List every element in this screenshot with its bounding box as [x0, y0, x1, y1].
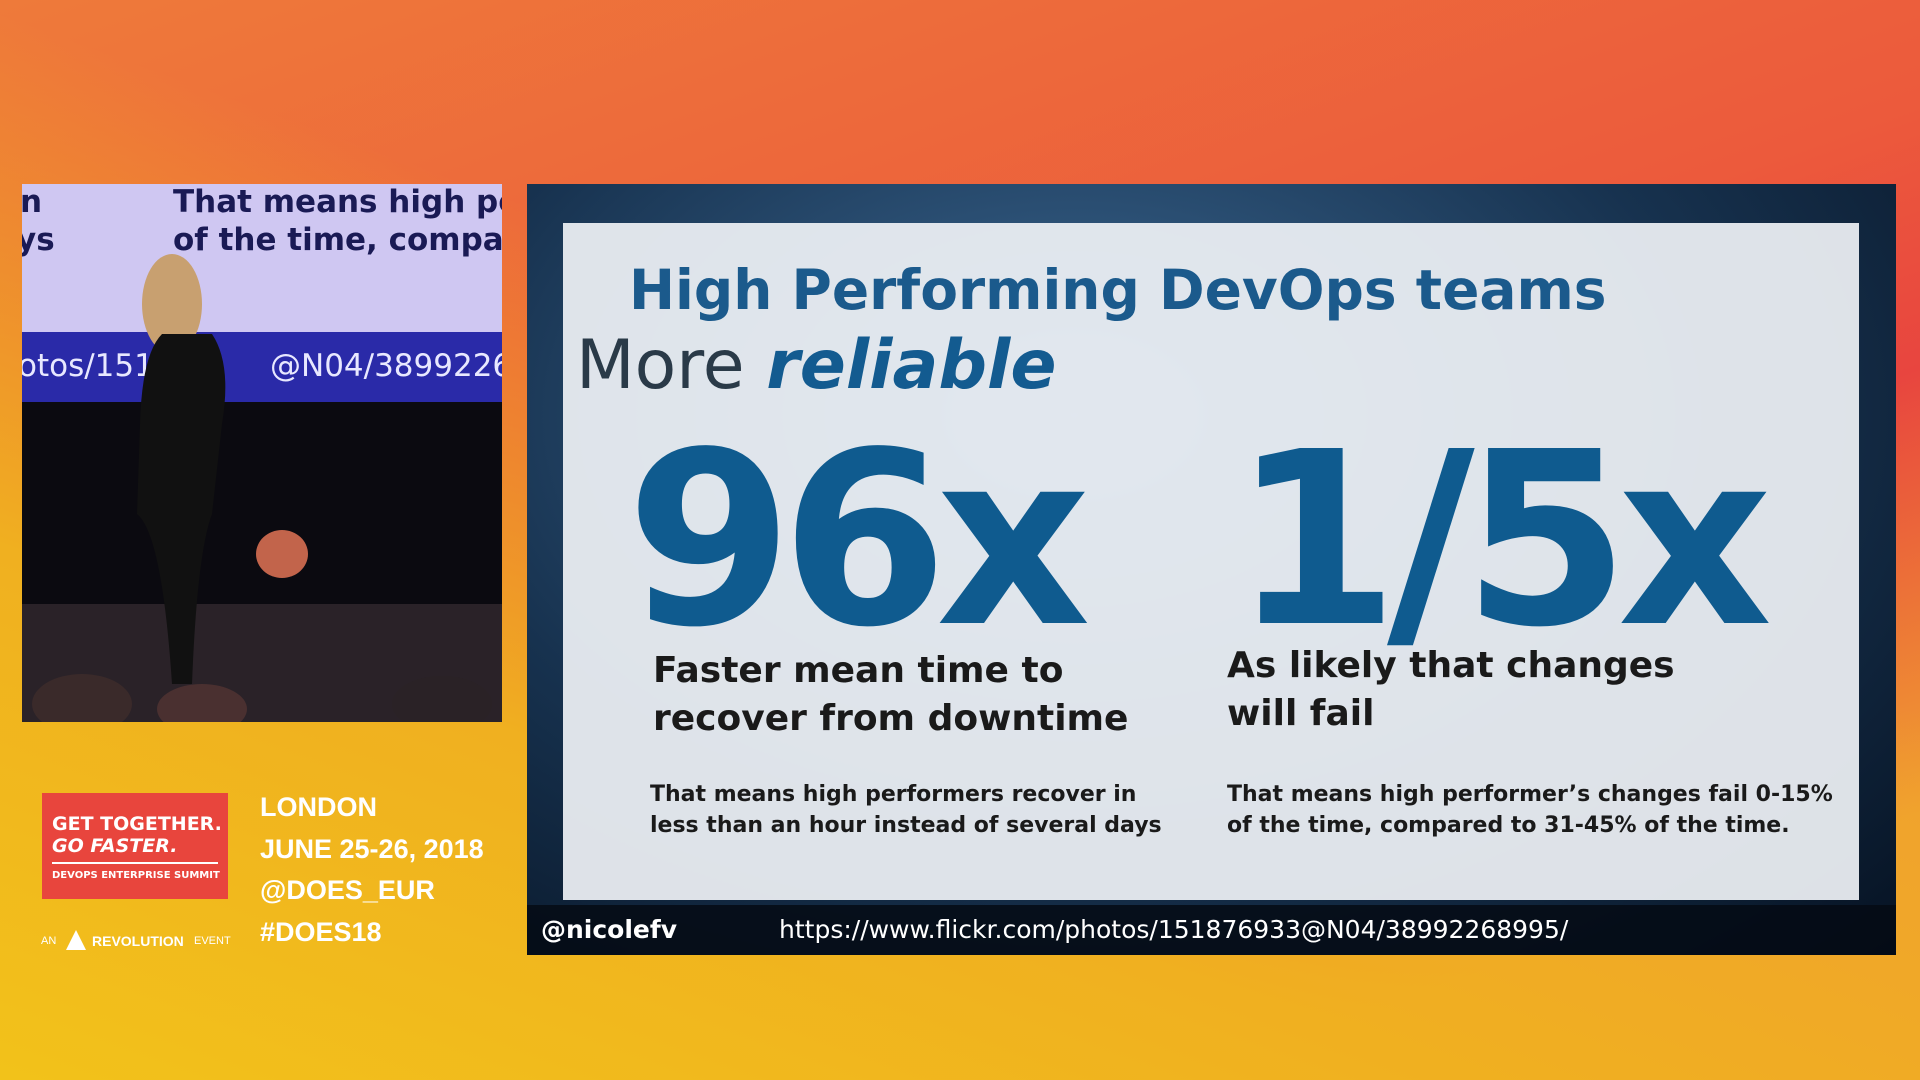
stat-detail: less than an hour instead of several day… — [650, 813, 1162, 838]
logo-text: DEVOPS ENTERPRISE SUMMIT — [52, 870, 220, 881]
stat-detail: of the time, compared to 31-45% of the t… — [1227, 813, 1790, 838]
slide-footer — [527, 905, 1896, 955]
video-text: ys — [22, 222, 55, 258]
logo-text: GO FASTER. — [52, 835, 178, 857]
logo-text: GET TOGETHER. — [52, 813, 222, 835]
slide-subtitle: More reliable — [576, 326, 1056, 405]
stat-detail: That means high performers recover in — [650, 782, 1137, 807]
subtitle-prefix: More — [576, 326, 745, 405]
sponsor-suffix: EVENT — [194, 935, 231, 947]
stat-heading: recover from downtime — [653, 698, 1129, 739]
video-text: n — [22, 184, 43, 220]
video-text: of the time, compare — [173, 222, 502, 258]
stage-scene — [22, 254, 502, 722]
event-detail: LONDON — [260, 792, 377, 822]
sponsor-icon — [66, 930, 86, 950]
stat-heading: Faster mean time to — [653, 650, 1064, 691]
stat-detail: That means high performer’s changes fail… — [1227, 782, 1833, 807]
handle: @nicolefv — [541, 915, 678, 944]
logo-rule — [52, 862, 218, 864]
subtitle-emphasis: reliable — [766, 326, 1057, 405]
sponsor: REVOLUTION — [92, 933, 184, 949]
event-logo: GET TOGETHER. GO FASTER. DEVOPS ENTERPRI… — [42, 793, 228, 899]
stat-figure: 1/5x — [1232, 400, 1772, 680]
event-detail: @DOES_EUR — [260, 875, 435, 905]
video-text: @N04/3899226 — [270, 348, 502, 384]
video-screen — [22, 184, 502, 332]
stat-heading: will fail — [1227, 693, 1375, 734]
sponsor-prefix: AN — [41, 935, 57, 947]
speaker-video: n ys That means high perf of the time, c… — [22, 184, 502, 722]
source-url: https://www.flickr.com/photos/151876933@… — [779, 915, 1569, 944]
event-detail: JUNE 25-26, 2018 — [260, 834, 484, 864]
event-detail: #DOES18 — [260, 917, 382, 947]
video-text: otos/151 — [22, 348, 154, 384]
stat-figure: 96x — [626, 400, 1091, 680]
slide-title: High Performing DevOps teams — [629, 258, 1607, 322]
video-text: That means high perf — [173, 184, 502, 220]
slide-panel — [563, 223, 1859, 900]
video-screen-strip — [22, 332, 502, 402]
stat-heading: As likely that changes — [1227, 645, 1675, 686]
